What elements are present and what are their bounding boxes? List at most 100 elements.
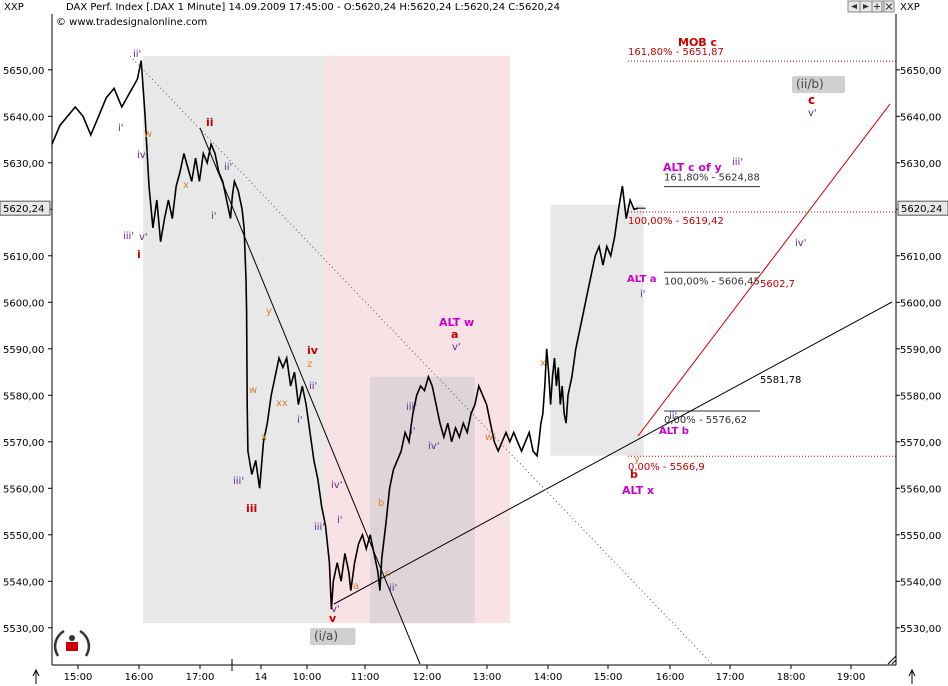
x-tick-label: 17:00 [186,672,215,683]
y-tick-label-right: 5560,00 [900,484,941,495]
grey-zone-2 [370,376,475,624]
wave-label: v' [331,604,340,615]
x-tick-label: 12:00 [413,672,442,683]
wave-label: z [307,359,312,370]
wave-label: ALT b [659,426,689,437]
fib-level-label: 161,80% - 5624,88 [664,173,760,184]
fib-level-label: 161,80% - 5651,87 [628,47,724,58]
chart-title: DAX Perf. Index [.DAX 1 Minute] 14.09.20… [66,2,560,13]
fib-level-label: 0,00% - 5566,9 [628,462,705,473]
wave-label: ALT w [439,316,474,329]
wave-label: ALT x [622,484,654,497]
wave-label: w' [485,432,496,443]
x-tick-label: 10:00 [293,672,322,683]
x-tick-label: 11:00 [351,672,380,683]
wave-label: iv' [428,441,439,452]
laurel-logo-icon [53,629,91,657]
last-price-badge-right [897,200,948,216]
y-tick-label-right: 5610,00 [900,252,941,263]
y-tick-label-right: 5630,00 [900,159,941,170]
zoom-in-icon[interactable] [871,0,883,13]
wave-label: b [378,498,384,509]
wave-label: ALT c of y [663,161,722,174]
wave-label: ii' [389,583,397,594]
wave-label: iv' [331,480,342,491]
wave-label: i' [410,426,416,437]
arrow-right-icon[interactable] [859,0,873,13]
fib-level-label: 0,00% - 5576,62 [664,415,747,426]
toolbar [847,0,895,13]
wave-label: i' [118,123,124,134]
wave-labels: MOB c(ii/b)cv'ALT c of y iii'iv'ALT ai'AL… [118,36,845,645]
grey-zone-1 [143,55,326,624]
y-tick-label-left: 5540,00 [3,577,44,588]
wave-label: MOB c [678,36,717,49]
last-price-badge-left [0,200,51,216]
wave-label: c [808,93,815,107]
wave-label: (i/a) [314,629,338,643]
wave-label: ii' [133,49,141,60]
y-tick-label-left: 5630,00 [3,159,44,170]
y-tick-label-right: 5640,00 [900,112,941,123]
price-series [51,60,646,610]
wave-label: a [353,581,359,592]
wave-label: v' [139,232,148,243]
x-tick-label: 16:00 [125,672,154,683]
wave-label: ALT a [627,274,657,285]
shaded-zones [143,55,644,624]
y-tick-label-right: 5600,00 [900,298,941,309]
wave-label: ii [206,116,214,129]
wave-label: iii [246,502,257,515]
close-icon[interactable] [883,0,895,13]
y-tick-label-left: 5610,00 [3,252,44,263]
wave-label: iii' [314,522,325,533]
fib-level-label: 100,00% - 5619,42 [628,216,724,227]
y-tick-label-right: 5530,00 [900,624,941,635]
wave-label: v [329,612,337,625]
x-tick-label: 14 [255,672,268,683]
fib-level-label: 100,00% - 5606,45 [664,276,760,287]
dotted-trend-line [129,55,713,665]
wave-label: ii' [224,162,232,173]
wave-label: ii' [309,381,317,392]
wave-label: i' [297,415,303,426]
wave-label: iv' [795,238,806,249]
wave-label: c [385,568,391,579]
y-tick-label-left: 5530,00 [3,624,44,635]
y-tick-label-left: 5640,00 [3,112,44,123]
y-tick-label-left: 5570,00 [3,438,44,449]
scroll-up-icon [32,668,40,684]
y-tick-label-right: 5580,00 [900,391,941,402]
wave-label: y [634,454,640,465]
price-line [51,60,639,610]
wave-label: w [144,129,152,140]
symbol-left: XXP [4,2,24,13]
trend-label-black: 5581,78 [760,375,801,386]
y-tick-label-right: 5550,00 [900,531,941,542]
y-tick-label-left: 5560,00 [3,484,44,495]
scroll-up-icon [908,668,916,684]
wave-label: i' [337,515,343,526]
x-tick-label: 15:00 [594,672,623,683]
wave-label: i' [640,289,646,300]
last-price-label-left: 5620,24 [3,204,44,215]
wave-label: iii' [233,476,244,487]
wave-label-box [792,76,845,93]
x-tick-label: 16:00 [656,672,685,683]
y-tick-label-left: 5580,00 [3,391,44,402]
wave-label: v' [452,342,461,353]
wave-label: i [137,248,141,261]
black-trend-line [333,301,893,605]
axes: 5530,00 5530,00 5540,00 5540,00 5550,00 5550,… [0,14,948,684]
y-tick-label-right: 5540,00 [900,577,941,588]
x-tick-label: 17:00 [716,672,745,683]
wave-label: w [249,385,257,396]
wave-label: i' [211,211,217,222]
x-tick-label: 14:00 [534,672,563,683]
y-tick-label-left: 5600,00 [3,298,44,309]
y-tick-label-right: 5570,00 [900,438,941,449]
steep-trend-line [199,127,421,665]
symbol-right: XXP [900,2,920,13]
y-tick-label-left: 5550,00 [3,531,44,542]
arrow-left-icon[interactable] [847,0,861,13]
